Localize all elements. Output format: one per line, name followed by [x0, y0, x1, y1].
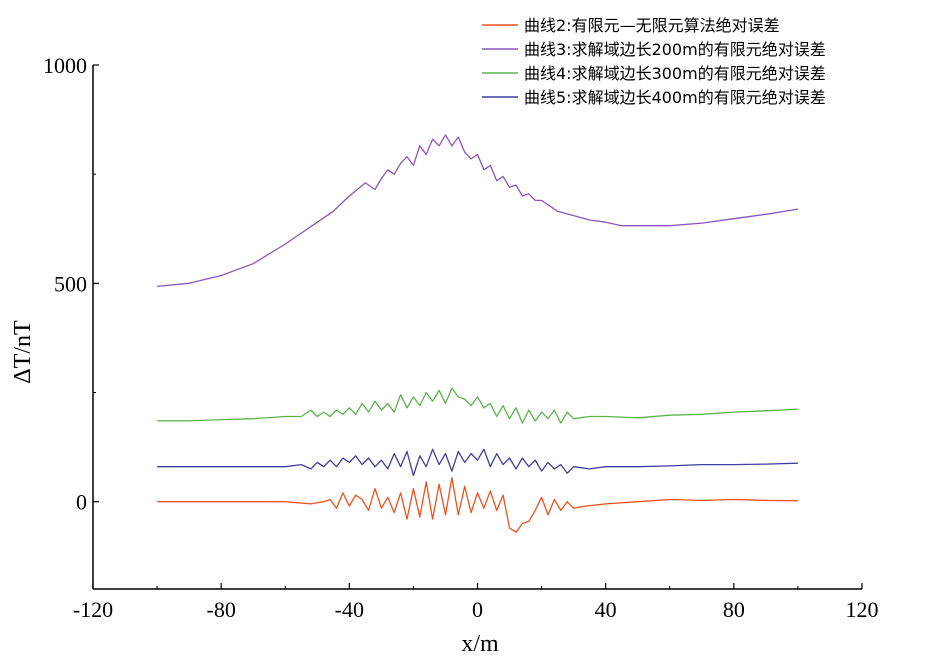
plot-lines	[157, 134, 799, 533]
x-tick-label: -120	[73, 597, 113, 622]
x-tick-label: -80	[207, 597, 236, 622]
y-ticks: 0 500 1000	[43, 53, 99, 515]
y-tick-label: 0	[76, 490, 87, 515]
x-tick-label: 80	[723, 597, 745, 622]
series-line-4	[157, 448, 798, 477]
x-tick-label: 0	[472, 597, 483, 622]
legend-label: 曲线4:求解域边长300m的有限元绝对误差	[524, 64, 826, 83]
x-tick-label: -40	[335, 597, 364, 622]
legend-label: 曲线3:求解域边长200m的有限元绝对误差	[524, 40, 826, 59]
x-tick-label: 120	[846, 597, 879, 622]
y-tick-label: 1000	[43, 53, 87, 78]
y-axis-title: ΔT/nT	[10, 320, 36, 384]
axes: -120 -80 -40 0 40 80 120 0 500 1000	[43, 53, 879, 622]
series-line-3	[157, 387, 798, 424]
legend: 曲线2:有限元—无限元算法绝对误差曲线3:求解域边长200m的有限元绝对误差曲线…	[482, 16, 826, 107]
legend-label: 曲线2:有限元—无限元算法绝对误差	[524, 16, 780, 35]
legend-label: 曲线5:求解域边长400m的有限元绝对误差	[524, 88, 826, 107]
y-tick-label: 500	[54, 271, 87, 296]
series-line-2	[157, 134, 799, 288]
x-axis-title: x/m	[461, 631, 499, 657]
series-line-1	[157, 476, 798, 533]
x-tick-label: 40	[595, 597, 617, 622]
x-ticks: -120 -80 -40 0 40 80 120	[73, 583, 879, 622]
